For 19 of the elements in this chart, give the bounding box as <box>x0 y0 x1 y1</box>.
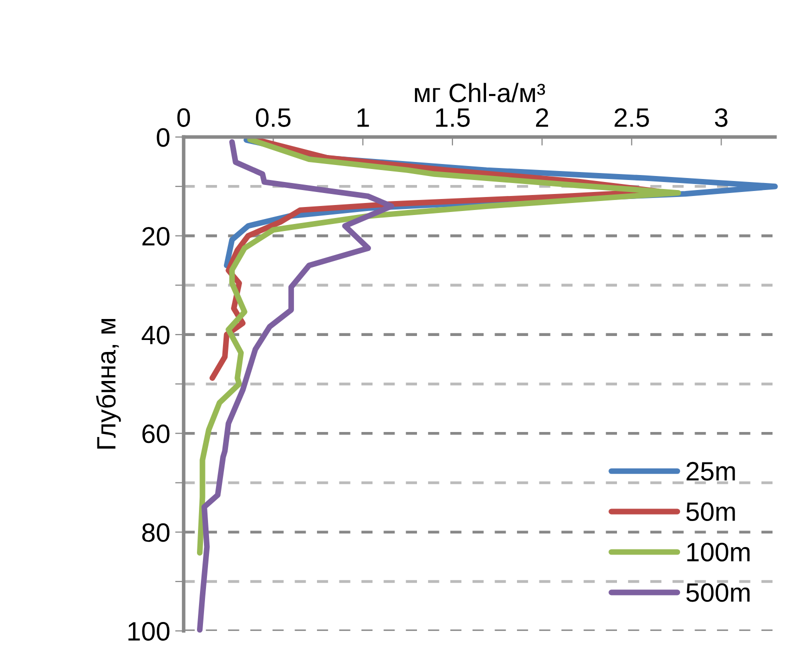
x-tick-label: 2.5 <box>614 108 649 127</box>
y-axis-title: Глубина, м <box>96 318 121 449</box>
y-tick-label: 20 <box>142 226 170 246</box>
legend-label: 100m <box>687 542 750 562</box>
x-tick-label: 1 <box>358 108 369 127</box>
legend-label: 25m <box>686 462 735 481</box>
y-tick-label: 100 <box>128 622 170 641</box>
y-tick-label: 80 <box>142 523 170 542</box>
x-axis-title: мг Chl-a/м³ <box>414 82 546 102</box>
x-tick-label: 2 <box>536 108 548 127</box>
x-tick-label: 3 <box>714 108 728 127</box>
x-tick-label: 1.5 <box>436 108 470 127</box>
legend-label: 500m <box>686 583 750 602</box>
x-tick-label: 0.5 <box>256 108 290 127</box>
y-tick-label: 0 <box>156 128 170 147</box>
x-tick-label: 0 <box>177 108 190 127</box>
y-tick-label: 40 <box>142 326 170 344</box>
legend-label: 50m <box>686 502 735 522</box>
y-tick-label: 60 <box>142 424 170 444</box>
